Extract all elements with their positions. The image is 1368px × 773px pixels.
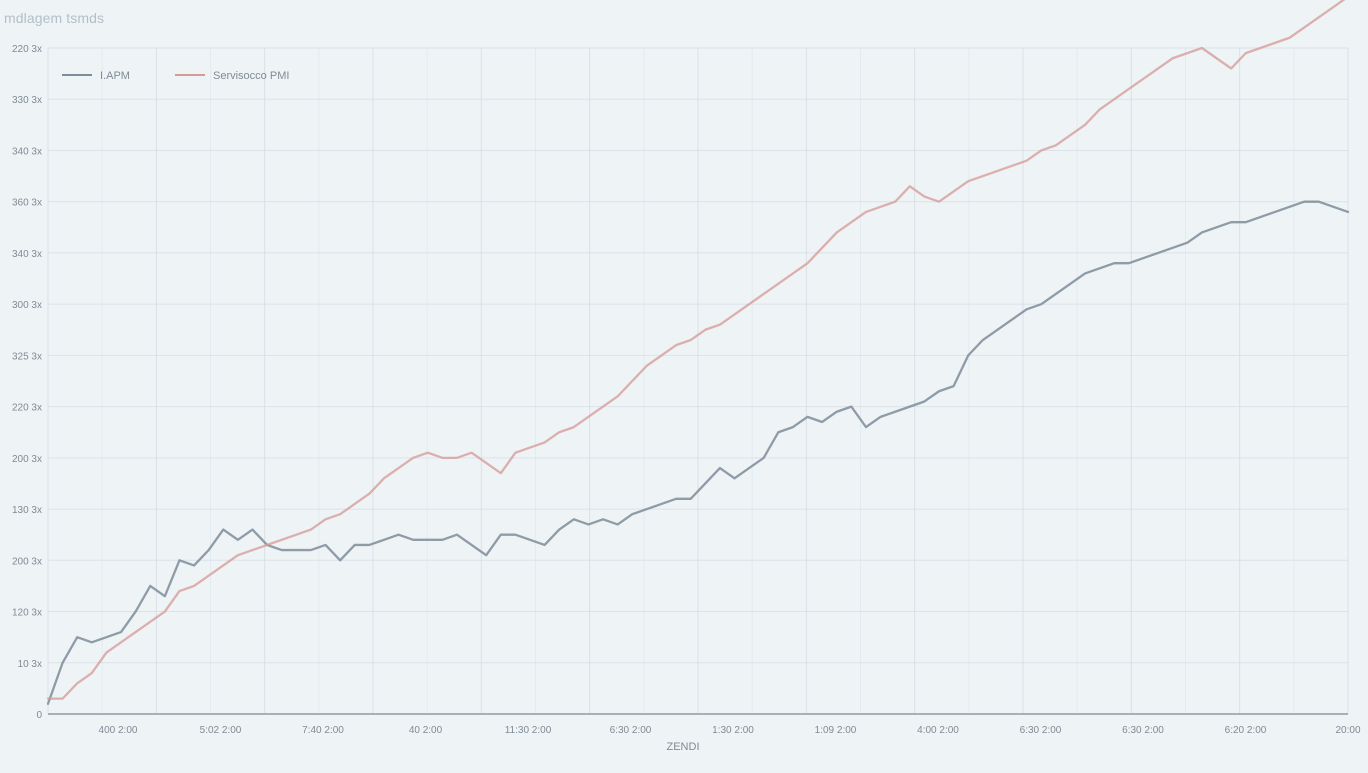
series-layer (46, 0, 1350, 705)
y-tick-label: 200 3x (12, 454, 42, 465)
chart-title: mdlagem tsmds (4, 10, 105, 26)
x-tick-label: 7:40 2:00 (302, 725, 344, 736)
y-tick-label: 340 3x (12, 146, 42, 157)
legend: I.APM Servisocco PMI (62, 70, 289, 82)
y-tick-label: 0 (36, 710, 42, 721)
x-tick-label: 11:30 2:00 (505, 725, 552, 736)
grid-layer (47, 47, 1349, 715)
legend-label-servisocco-pmi: Servisocco PMI (213, 70, 289, 82)
y-tick-label: 330 3x (12, 95, 42, 106)
x-tick-label: 5:02 2:00 (200, 725, 242, 736)
x-tick-label: 40 2:00 (409, 725, 443, 736)
axis-layer: 0 10 3x 120 3x 200 3x 130 3x 200 3x 220 3x 325 … (12, 44, 1361, 736)
x-tick-label: 400 2:00 (99, 725, 138, 736)
x-tick-label: 6:30 2:00 (1122, 725, 1164, 736)
series-line-servisocco-pmi (46, 0, 1346, 700)
series-line-iapm (46, 200, 1350, 705)
y-tick-label: 220 3x (12, 403, 42, 414)
y-tick-label: 360 3x (12, 198, 42, 209)
x-tick-label: 1:30 2:00 (712, 725, 754, 736)
x-tick-label: 20:00 (1335, 725, 1360, 736)
y-tick-label: 340 3x (12, 249, 42, 260)
x-tick-label: 6:20 2:00 (1225, 725, 1267, 736)
x-axis-title: ZENDI (667, 741, 700, 753)
x-tick-label: 4:00 2:00 (917, 725, 959, 736)
x-tick-label: 6:30 2:00 (610, 725, 652, 736)
x-tick-label: 6:30 2:00 (1020, 725, 1062, 736)
x-tick-label: 1:09 2:00 (815, 725, 857, 736)
y-tick-label: 200 3x (12, 556, 42, 567)
y-tick-label: 325 3x (12, 351, 42, 362)
y-tick-label: 300 3x (12, 300, 42, 311)
y-tick-label: 130 3x (12, 505, 42, 516)
y-tick-label: 220 3x (12, 44, 42, 55)
legend-label-iapm: I.APM (100, 70, 130, 82)
y-tick-label: 10 3x (18, 659, 42, 670)
y-tick-label: 120 3x (12, 608, 42, 619)
